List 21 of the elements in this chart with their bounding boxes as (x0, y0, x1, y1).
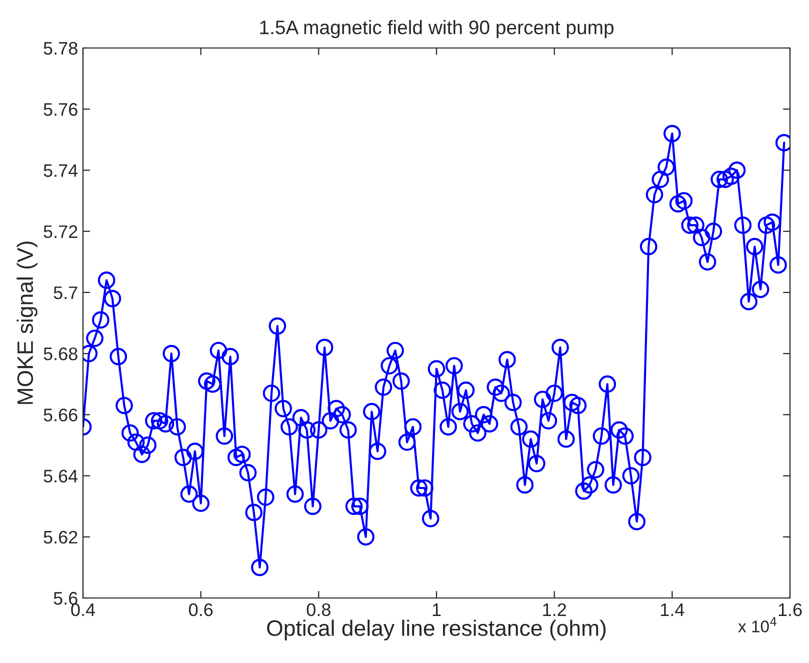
y-tick-label: 5.74 (44, 164, 78, 177)
x-tick-label: 0.8 (306, 603, 330, 616)
y-tick-label: 5.7 (54, 286, 78, 300)
y-tick-label: 5.78 (44, 42, 78, 55)
text: x 10$^{4}$ (738, 617, 776, 632)
x-axis-title: Optical delay line resistance (ohm) (267, 620, 606, 640)
x-tick-label: 1.2 (543, 603, 566, 616)
y-tick-label: 5.66 (44, 408, 78, 422)
y-axis-title: MOKE signal (V) (16, 242, 38, 404)
y-tick-label: 5.76 (44, 103, 78, 116)
x-tick-label: 1.6 (778, 603, 802, 616)
y-tick-label: 5.6 (54, 592, 78, 605)
y-tick-label: 5.62 (44, 530, 78, 544)
x-tick-label: 0.6 (188, 603, 213, 616)
y-tick-label: 5.64 (44, 470, 78, 482)
chart-title: 1.5A magnetic field with 90 percent pump (260, 20, 614, 38)
x-tick-label: 0.4 (71, 603, 96, 616)
y-tick-label: 5.72 (44, 225, 78, 238)
y-tick-label: 5.68 (44, 347, 78, 360)
x-tick-label: 1 (432, 604, 441, 616)
x-tick-label: 1.4 (660, 604, 684, 616)
